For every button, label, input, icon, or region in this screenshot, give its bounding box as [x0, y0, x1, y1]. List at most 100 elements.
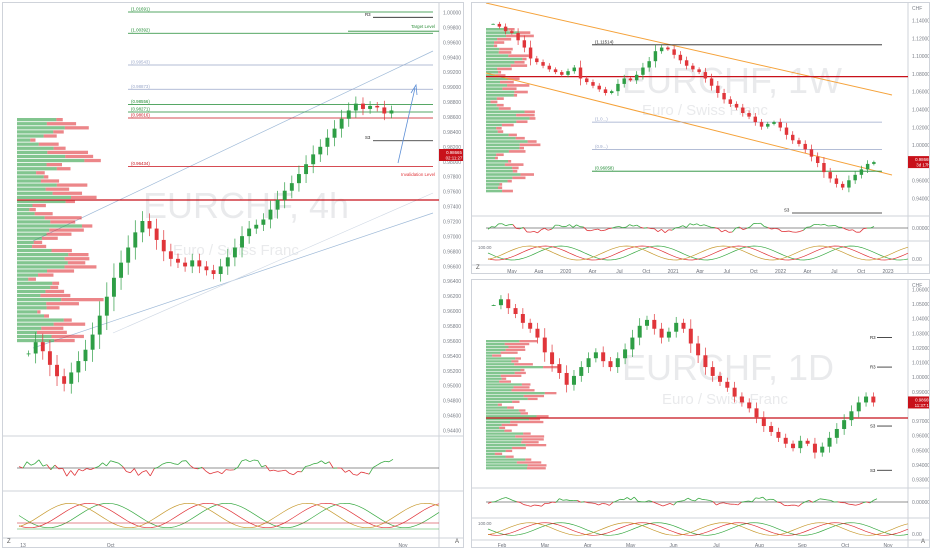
volume-profile-bar [511, 360, 519, 363]
volume-profile-bar [508, 54, 529, 58]
candle-body [578, 67, 583, 79]
pivot-level-label: (1.0...) [595, 117, 608, 122]
momentum-line [712, 501, 717, 506]
momentum-line [837, 501, 842, 503]
momentum-line [849, 229, 853, 231]
volume-profile-bar [486, 123, 502, 127]
momentum-line [654, 228, 659, 233]
volume-profile-bar [486, 28, 509, 31]
auto-scale-button[interactable]: A [454, 539, 459, 545]
volume-profile-bar [520, 412, 528, 415]
invalidation-level-label: Invalidation Level [401, 172, 435, 177]
momentum-line [50, 464, 56, 471]
momentum-line [693, 223, 698, 226]
panel-eurchf-1w[interactable]: EURCHF, 1W Euro / Swiss Franc CHF (1.11514)… [471, 2, 930, 274]
candle-body [190, 260, 195, 267]
volume-profile-bar [34, 212, 53, 216]
volume-profile-bar [516, 120, 528, 124]
volume-profile-bar [486, 173, 521, 176]
volume-profile-bar [486, 351, 501, 354]
pivot-level-label: S3 [870, 424, 876, 429]
volume-profile-bar [486, 44, 494, 48]
volume-profile-bar [28, 277, 36, 281]
timezone-toggle[interactable]: Z [476, 265, 480, 271]
momentum-line [38, 459, 44, 467]
volume-profile-bar [486, 80, 501, 84]
timezone-toggle[interactable]: Z [7, 539, 11, 545]
price-axis-tick: 1.02000 [912, 125, 930, 131]
momentum-line [584, 501, 589, 504]
volume-profile-bar [44, 314, 49, 318]
volume-profile-bar [486, 340, 520, 343]
momentum-line [826, 499, 831, 501]
price-axis-tick: 0.97200 [443, 220, 461, 226]
price-axis-tick: 1.04000 [912, 108, 930, 114]
candle-body [703, 72, 708, 79]
volume-profile-bar [486, 31, 520, 34]
candle-body [753, 116, 757, 123]
candle-body [168, 251, 173, 259]
momentum-line [273, 469, 278, 472]
momentum-line [527, 504, 531, 507]
price-axis-tick: 0.96000 [912, 434, 930, 440]
momentum-line [261, 465, 266, 468]
momentum-line [723, 502, 728, 504]
momentum-line [671, 227, 676, 231]
volume-profile-bar [17, 208, 30, 212]
volume-profile-bar [486, 87, 503, 91]
volume-profile-bar [499, 47, 513, 51]
momentum-line [647, 227, 652, 230]
last-price-value: 0.98665 [915, 157, 930, 162]
time-axis-label: Jul [713, 543, 719, 548]
time-axis-label: Oct [107, 543, 115, 548]
candle-body [872, 162, 876, 164]
panel-eurchf-1d[interactable]: EURCHF, 1D Euro / Swiss Franc CHF R3 R3 S3 S3 1… [471, 279, 930, 548]
momentum-line [805, 500, 810, 503]
candle-body [791, 134, 795, 141]
candle-body [83, 349, 88, 362]
volume-profile-bar [17, 244, 33, 249]
momentum-line [356, 471, 362, 476]
volume-profile-bar [513, 94, 518, 97]
momentum-line [138, 471, 143, 476]
channel-line [112, 192, 434, 334]
volume-profile-bar [41, 236, 58, 240]
volume-profile-bar [486, 449, 506, 453]
momentum-line [34, 459, 40, 464]
chart-1d-svg[interactable]: EURCHF, 1D Euro / Swiss Franc CHF R3 R3 S3 S3 1… [472, 280, 930, 548]
candle-body [791, 443, 796, 449]
momentum-line [739, 226, 744, 230]
volume-profile-bar [500, 351, 518, 354]
momentum-line [106, 460, 111, 467]
candle-body [822, 163, 826, 173]
time-axis-label: Jun [670, 543, 678, 548]
volume-profile-bar [486, 467, 527, 470]
momentum-line [309, 463, 314, 467]
momentum-line [30, 463, 36, 466]
volume-profile-bar [486, 360, 512, 363]
momentum-line [340, 467, 346, 473]
volume-profile-bar [486, 377, 502, 380]
momentum-line [154, 466, 159, 469]
candle-body [211, 270, 216, 274]
momentum-line [217, 471, 223, 475]
price-axis-tick: 0.94400 [443, 429, 461, 435]
pivot-level-label: (0.98271) [131, 106, 150, 111]
momentum-line [705, 499, 710, 501]
price-axis-tick: 1.14000 [912, 19, 930, 25]
price-axis-tick: 1.01000 [912, 361, 930, 367]
oscillator-wave [18, 502, 440, 529]
volume-profile-bar [61, 298, 104, 302]
momentum-line [866, 501, 870, 504]
auto-scale-button[interactable]: A [920, 539, 925, 545]
volume-profile-bar [17, 187, 46, 191]
momentum-line [625, 224, 630, 228]
momentum-line [566, 499, 571, 501]
momentum-line [824, 223, 829, 227]
momentum-line [365, 472, 370, 475]
candle-body [497, 23, 502, 27]
momentum-line [830, 500, 835, 503]
